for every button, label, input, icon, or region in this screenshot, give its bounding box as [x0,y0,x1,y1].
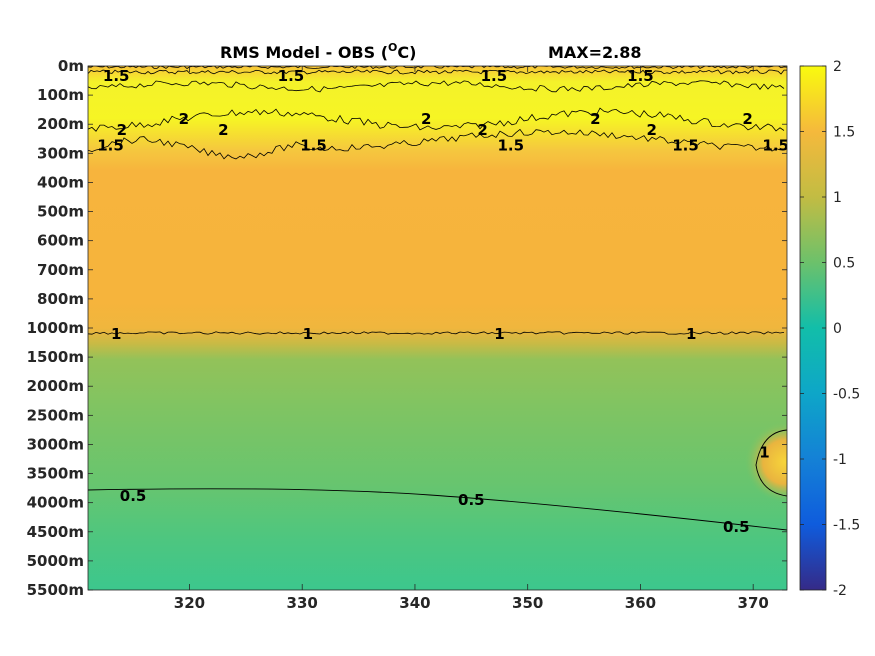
contour-label: 2 [646,121,656,139]
contour-label: 1.5 [627,67,654,85]
y-tick-label: 5000m [27,552,84,570]
contour-1-deep-anomaly [755,429,787,497]
contour-label-group: 1.5 1.5 1.5 1.52 2 2 22 2 221.5 1.5 1.5 1.5 1.51 1 1 11… [97,67,789,536]
contour-label: 1.5 [672,136,699,154]
x-axis: 320 330 340 350 360 370 [174,66,769,612]
contour-1.5-surface-b [88,69,787,75]
contour-label: 1.5 [762,136,789,154]
colorbar-tick-label: -1.5 [833,518,860,534]
contour-label: 1 [494,325,504,343]
plot-area: 1.5 1.5 1.5 1.52 2 2 22 2 221.5 1.5 1.5 1.5 1.51 1 1 11… [88,66,789,590]
y-tick-label: 500m [37,203,84,221]
y-tick-label: 1000m [27,319,84,337]
y-tick-label: 3000m [27,435,84,453]
chart-title: RMS Model - OBS (OC) [220,41,416,62]
y-tick-label: 1500m [27,348,84,366]
x-tick-label: 370 [738,594,769,612]
colorbar-tick-label: -1 [833,452,847,468]
contour-label: 1.5 [97,136,124,154]
contour-label: 2 [218,121,228,139]
x-tick-label: 340 [399,594,430,612]
colorbar-axis: 2 1.5 1 0.5 0 -0.5 -1 -1.5 -2 [800,59,860,599]
contour-label: 2 [477,121,487,139]
contour-label: 2 [117,121,127,139]
y-axis: 0m 100m 200m 300m 400m 500m 600m 700m 800m 1000m 1… [27,57,787,599]
colorbar-tick-label: 0.5 [833,256,855,272]
y-tick-label: 3500m [27,465,84,483]
y-tick-label: 600m [37,232,84,250]
colorbar-tick-label: -2 [833,583,847,599]
contour-label: 0.5 [458,491,485,509]
y-tick-label: 700m [37,261,84,279]
contour-label: 1 [303,325,313,343]
contour-label: 1.5 [103,67,130,85]
contour-label: 2 [742,110,752,128]
contour-label: 2 [179,110,189,128]
y-tick-label: 2000m [27,377,84,395]
contour-label: 0.5 [723,518,750,536]
contour-label: 1 [759,443,769,461]
y-tick-label: 5500m [27,581,84,599]
contour-label: 1.5 [278,67,305,85]
contour-0.5-deep [88,488,787,531]
contour-label: 2 [421,110,431,128]
contour-1.5-deep [88,128,785,160]
colorbar-tick-label: 0 [833,321,842,337]
contour-2-upper [88,80,785,93]
colorbar-tick-label: 2 [833,59,842,75]
y-tick-label: 200m [37,115,84,133]
contour-label: 1 [686,325,696,343]
contour-1.5-surface-a [88,66,787,69]
x-tick-label: 320 [174,594,205,612]
colorbar [799,65,827,591]
y-tick-label: 0m [58,57,84,75]
y-tick-label: 4000m [27,494,84,512]
contour-label: 2 [590,110,600,128]
y-tick-label: 2500m [27,406,84,424]
heatmap-field [88,66,787,590]
x-tick-label: 330 [287,594,318,612]
contour-1-thermocline [88,331,785,335]
x-tick-label: 360 [625,594,656,612]
contour-label: 1 [111,325,121,343]
y-tick-label: 100m [37,86,84,104]
contour-label: 1.5 [497,136,524,154]
chart-max-label: MAX=2.88 [548,43,642,62]
colorbar-tick-label: 1 [833,190,842,206]
heatmap-deep-anomaly [745,422,787,502]
y-tick-label: 800m [37,290,84,308]
contour-2-lower [88,107,785,132]
contour-label: 0.5 [120,487,147,505]
x-tick-label: 350 [512,594,543,612]
y-tick-label: 400m [37,173,84,191]
y-tick-label: 4500m [27,523,84,541]
contour-label: 1.5 [481,67,508,85]
y-tick-label: 300m [37,144,84,162]
contour-lines [88,66,787,531]
colorbar-tick-label: 1.5 [833,125,855,141]
colorbar-tick-label: -0.5 [833,387,860,403]
contour-label: 1.5 [300,136,327,154]
